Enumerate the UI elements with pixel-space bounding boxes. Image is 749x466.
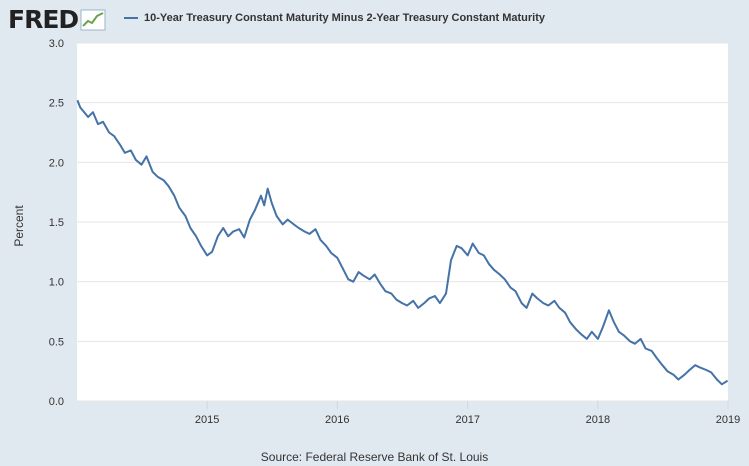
- x-tick-label: 2017: [456, 414, 480, 426]
- y-tick-label: 2.0: [49, 157, 64, 169]
- y-tick-label: 2.5: [49, 98, 64, 110]
- y-axis-title: Percent: [12, 205, 26, 247]
- y-tick-label: 0.5: [49, 336, 64, 348]
- y-tick-label: 1.5: [49, 217, 64, 229]
- grid-lines: [77, 42, 728, 402]
- x-tick-label: 2018: [586, 414, 610, 426]
- y-tick-label: 1.0: [49, 277, 64, 289]
- x-tick-label: 2015: [195, 414, 219, 426]
- logo-text: FRED: [8, 5, 79, 34]
- y-axis-ticks: 0.0 0.5 1.0 1.5 2.0 2.5 3.0: [49, 38, 64, 408]
- legend-swatch: [124, 17, 138, 19]
- series-line: [76, 99, 729, 386]
- source-note: Source: Federal Reserve Bank of St. Loui…: [260, 450, 489, 464]
- chart-legend: 10-Year Treasury Constant Maturity Minus…: [124, 12, 545, 24]
- legend-label: 10-Year Treasury Constant Maturity Minus…: [144, 12, 546, 24]
- fred-logo[interactable]: FRED: [8, 6, 106, 34]
- y-tick-label: 3.0: [49, 38, 64, 50]
- y-tick-label: 0.0: [49, 396, 64, 408]
- trend-graph-icon: [80, 9, 106, 31]
- x-tick-label: 2016: [325, 414, 349, 426]
- x-tick-label: 2019: [716, 414, 740, 426]
- x-axis-ticks: 2015 2016 2017 2018 2019: [195, 401, 740, 426]
